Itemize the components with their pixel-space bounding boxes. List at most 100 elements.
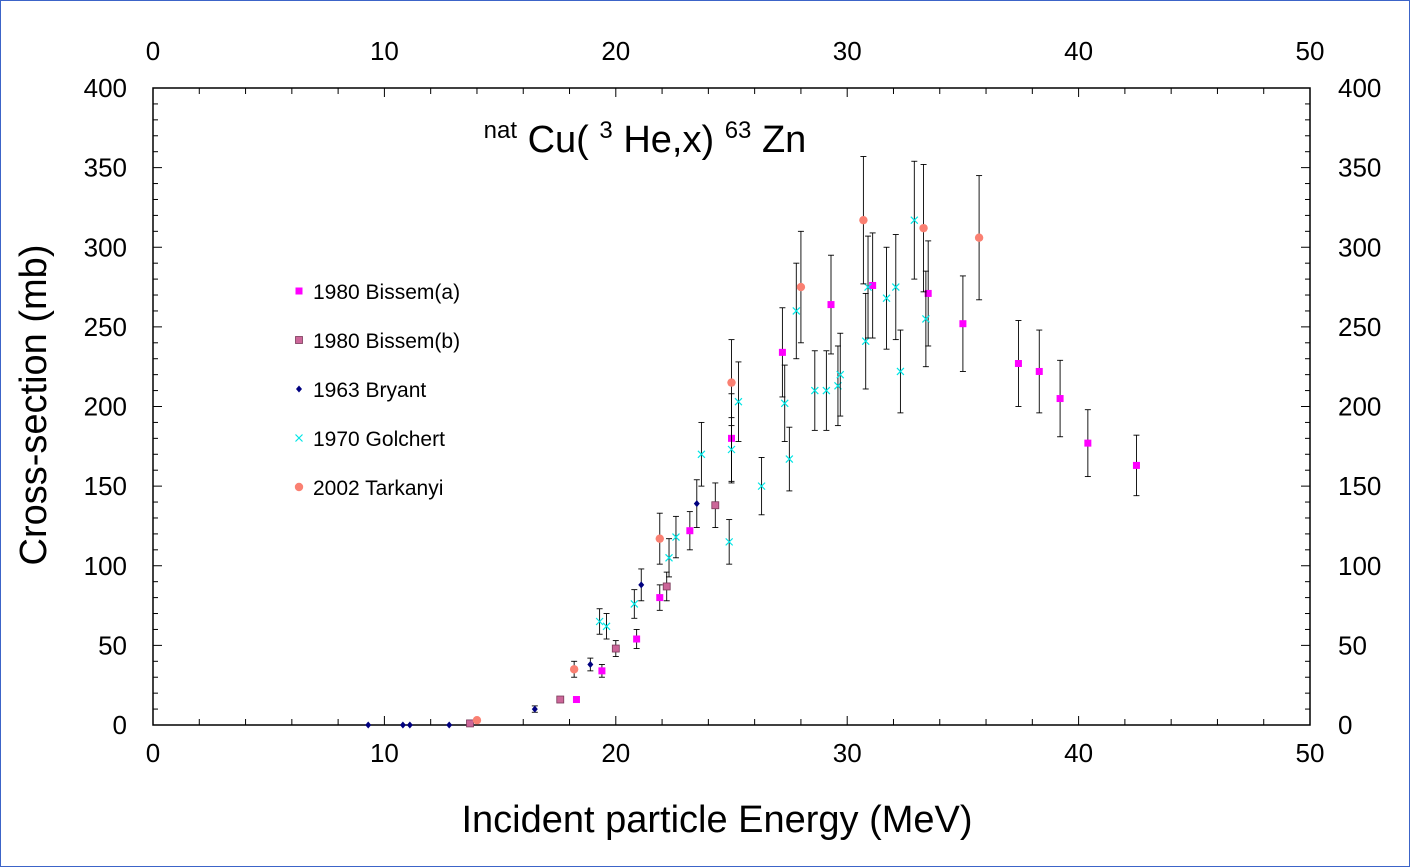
data-point [959, 320, 967, 328]
data-point [633, 635, 641, 643]
legend-marker [295, 287, 303, 295]
data-point [864, 283, 872, 291]
x-axis-title: Incident particle Energy (MeV) [461, 799, 972, 841]
x-tick-label-top: 50 [1296, 36, 1325, 66]
data-point [727, 445, 736, 454]
data-point [655, 534, 664, 543]
chart-title-part: Cu( [528, 119, 590, 161]
x-tick-label: 30 [833, 738, 862, 768]
data-point [780, 399, 789, 408]
legend-marker [296, 385, 302, 393]
data-point [869, 281, 877, 289]
data-point [531, 705, 538, 713]
data-point [1056, 395, 1064, 403]
series-1963-bryant [365, 479, 700, 729]
data-point [792, 307, 801, 315]
y-tick-label: 250 [84, 312, 127, 342]
data-point [919, 223, 928, 233]
data-point [810, 386, 819, 395]
y-tick-label-right: 250 [1338, 312, 1381, 342]
chart-title-superscript: 63 [725, 117, 752, 144]
data-point [365, 721, 372, 729]
data-point [1014, 360, 1022, 368]
data-point [796, 282, 806, 292]
y-tick-label: 300 [84, 232, 127, 262]
data-point [921, 314, 930, 323]
chart-title-superscript: 3 [599, 117, 612, 144]
data-point [725, 537, 734, 546]
data-point [697, 450, 706, 459]
data-point [882, 294, 891, 303]
data-point [569, 665, 579, 674]
data-point [656, 594, 664, 602]
y-tick-label: 200 [84, 392, 127, 422]
y-tick-label-right: 300 [1338, 232, 1381, 262]
legend: 1980 Bissem(a) 1980 Bissem(b) 1963 Bryant 1… [294, 281, 460, 500]
legend-marker [294, 482, 304, 492]
data-point [662, 582, 671, 591]
y-tick-label-right: 350 [1338, 153, 1381, 183]
data-point [1132, 461, 1140, 469]
legend-label: 1980 Bissem(b) [313, 330, 460, 353]
data-point [611, 644, 620, 653]
data-point [572, 696, 580, 704]
y-tick-label: 50 [98, 630, 127, 660]
x-tick-label-top: 40 [1064, 36, 1093, 66]
chart-title: nat Cu( 3 He,x) 63 Zn [484, 105, 807, 161]
data-point [910, 216, 919, 225]
y-tick-label-right: 400 [1338, 73, 1381, 103]
data-point [711, 501, 720, 510]
y-tick-label: 350 [84, 153, 127, 183]
data-point [665, 553, 673, 562]
data-point [859, 215, 868, 225]
y-tick-label: 0 [113, 710, 127, 740]
data-point [446, 721, 453, 729]
legend-label: 2002 Tarkanyi [313, 477, 443, 500]
data-points [365, 156, 1140, 729]
x-tick-label: 40 [1064, 738, 1093, 768]
legend-marker [295, 434, 303, 442]
data-point [602, 622, 611, 631]
legend-label: 1970 Golchert [313, 428, 445, 451]
data-point [785, 455, 794, 463]
series-2002-tarkanyi [472, 156, 984, 725]
data-point [836, 370, 845, 379]
data-point [672, 533, 680, 542]
data-point [974, 233, 984, 242]
y-axis-title: Cross-section (mb) [13, 245, 55, 566]
data-point [861, 337, 870, 346]
chart-title-part: Zn [762, 119, 806, 161]
data-point [693, 500, 700, 508]
data-point [399, 721, 406, 729]
legend-label: 1963 Bryant [313, 379, 426, 402]
data-point [1035, 367, 1043, 375]
y-tick-label-right: 150 [1338, 471, 1381, 501]
data-point [778, 348, 786, 356]
legend-label: 1980 Bissem(a) [313, 281, 460, 304]
data-point [727, 378, 736, 387]
data-point [587, 660, 594, 668]
data-point [1084, 439, 1092, 447]
y-tick-label-right: 50 [1338, 630, 1367, 660]
y-tick-label: 100 [84, 551, 127, 581]
legend-marker [295, 336, 303, 344]
data-point [595, 617, 604, 626]
data-point [822, 386, 831, 395]
chart-title-part: He,x) [623, 119, 714, 161]
y-tick-label: 400 [84, 73, 127, 103]
data-point [472, 716, 482, 725]
data-point [466, 719, 474, 728]
x-tick-label-top: 10 [370, 36, 399, 66]
y-tick-label-right: 200 [1338, 392, 1381, 422]
data-point [924, 289, 932, 297]
data-point [896, 367, 905, 376]
x-tick-label: 0 [146, 738, 160, 768]
x-tick-label-top: 20 [601, 36, 630, 66]
series-1970-golchert [595, 160, 930, 640]
data-point [827, 301, 835, 309]
data-point [556, 695, 565, 704]
y-tick-label: 150 [84, 471, 127, 501]
x-tick-label: 50 [1296, 738, 1325, 768]
